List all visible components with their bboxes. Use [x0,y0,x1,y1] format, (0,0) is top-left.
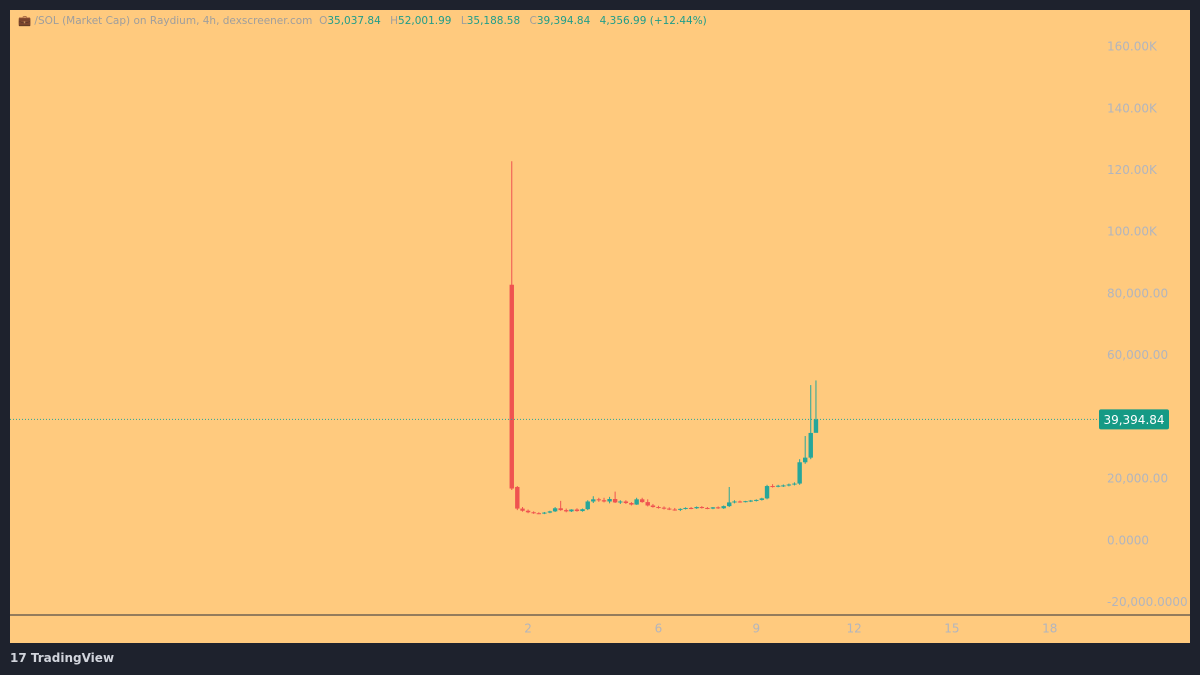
y-tick-label: 0.0000 [1107,533,1149,547]
y-tick-label: 160.00K [1107,40,1158,54]
candle-body [536,513,542,515]
candle-body [531,512,536,514]
candle-body [585,501,590,510]
candle-body [509,284,514,489]
candle-body [639,499,645,503]
x-tick-label: 9 [752,622,760,636]
candle-body [525,510,531,513]
candle-body [591,499,596,502]
candle-body [732,501,737,503]
symbol: /SOL (Market Cap) on Raydium, 4h, dexscr… [34,15,313,27]
candle-body [650,505,656,508]
candle-body [667,508,672,510]
candle-body [754,499,759,501]
candle-body [623,501,629,504]
candle-body [612,499,618,503]
last-price-box [1099,409,1169,430]
candle-body [515,486,520,509]
candle-body [564,510,569,512]
candle-body [683,507,688,509]
candle-body [792,483,797,485]
ohlc-key: L [460,15,467,27]
ohlc-value: 39,394.84 [536,15,591,27]
candle-body [764,486,770,499]
candle-body [520,508,525,511]
candle-body [727,502,732,507]
candle-body [786,484,792,486]
candle-body [770,486,775,488]
candle-body [552,508,558,512]
candle-body [618,501,623,503]
candle-body [656,507,661,509]
candle-body [808,432,813,458]
y-tick-label: 20,000.00 [1107,472,1168,486]
candle-body [737,501,743,503]
candle-body [580,509,585,512]
candle-body [672,509,677,511]
x-tick-label: 12 [846,622,861,636]
ohlc-value: 52,001.99 [398,15,452,27]
y-tick-label: 140.00K [1107,101,1158,115]
ohlc-value: 35,188.58 [466,15,521,27]
candle-body [688,507,694,509]
candle-body [721,506,726,509]
candle-body [558,508,563,511]
candle-body [596,499,602,501]
y-tick-label: 100.00K [1107,225,1158,239]
brand: 𝟭𝟳 TradingView [10,651,114,665]
candle-body [678,508,683,510]
chart-header: 💼 /SOL (Market Cap) on Raydium, 4h, dexs… [18,14,713,27]
chart-background [10,10,1190,643]
ohlc-value: 35,037.84 [327,15,381,27]
y-tick-label: 80,000.00 [1107,286,1168,300]
icon: 💼 [18,15,32,27]
candle-body [601,500,607,502]
ohlc-key: C [529,15,537,27]
candle-body [797,462,802,484]
candle-body [645,502,650,506]
y-tick-label: -20,000.0000 [1107,595,1188,609]
candle-body [542,512,547,514]
change: 4,356.99 (+12.44%) [599,15,707,27]
candle-body [802,457,808,463]
candle-body [705,507,710,509]
candle-body [743,501,748,503]
y-tick-label: 120.00K [1107,163,1158,177]
candle-body [607,499,612,502]
candle-body [569,509,574,512]
ohlc-key: H [390,15,399,27]
ohlc-key: O [319,15,328,27]
candle-body [694,507,699,509]
candle-body [813,419,819,433]
candle-body [781,485,786,487]
candle-body [775,485,781,487]
x-tick-label: 15 [944,622,959,636]
candle-body [629,503,634,505]
brand-name: TradingView [30,651,115,665]
candle-body [634,499,639,505]
candle-body [661,507,667,509]
candle-body [547,511,553,513]
candle-body [715,507,721,509]
logo: 𝟭𝟳 [10,651,31,665]
candle-body [748,500,753,502]
last-price-label: 39,394.84 [1103,413,1164,427]
candle-body [574,509,580,512]
candle-body [699,507,705,509]
x-tick-label: 6 [655,622,663,636]
x-tick-label: 18 [1042,622,1057,636]
candle-body [759,498,765,500]
y-tick-label: 60,000.00 [1107,348,1168,362]
candle-body [710,507,716,509]
x-tick-label: 2 [524,622,532,636]
